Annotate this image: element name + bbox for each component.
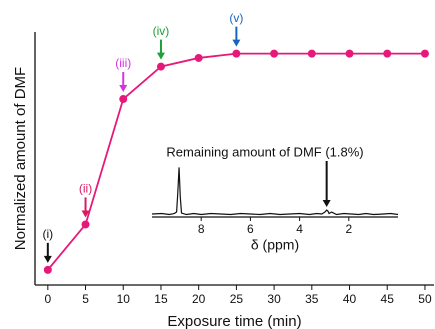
- x-tick-label: 30: [267, 292, 281, 306]
- annotation-arrow-head: [119, 85, 128, 93]
- x-tick-label: 5: [82, 292, 89, 306]
- data-point: [119, 95, 128, 104]
- data-line: [47, 52, 425, 271]
- x-tick-label: 45: [381, 292, 395, 306]
- data-point: [156, 62, 165, 71]
- data-point: [270, 49, 279, 58]
- inset-x-tick-label: 4: [296, 222, 303, 236]
- inset-annotation: Remaining amount of DMF (1.8%): [166, 144, 363, 159]
- annotation-label: (i): [42, 227, 53, 241]
- inset-x-tick-label: 6: [247, 222, 254, 236]
- inset-x-tick-label: 8: [198, 222, 205, 236]
- x-axis-label: Exposure time (min): [167, 313, 301, 329]
- data-point: [232, 49, 241, 58]
- x-tick-label: 35: [305, 292, 319, 306]
- annotation-label: (iii): [115, 56, 131, 70]
- x-tick-label: 10: [117, 292, 131, 306]
- x-tick-label: 25: [230, 292, 244, 306]
- annotation-arrow-head: [81, 210, 90, 218]
- x-tick-label: 20: [192, 292, 206, 306]
- annotation-label: (v): [229, 11, 243, 25]
- x-tick-label: 15: [154, 292, 168, 306]
- y-axis-label: Normalized amount of DMF: [12, 67, 29, 250]
- spectrum-line: [151, 167, 399, 216]
- annotation-arrow-head: [43, 255, 52, 263]
- x-tick-label: 40: [343, 292, 357, 306]
- inset-annotation-arrow-head: [322, 200, 331, 207]
- data-point: [420, 49, 429, 58]
- data-point: [194, 53, 203, 62]
- data-point: [383, 49, 392, 58]
- inset-x-axis-label: δ (ppm): [251, 237, 299, 253]
- annotation-arrow-head: [156, 52, 165, 60]
- inset-x-tick-label: 2: [345, 222, 352, 236]
- annotation-label: (ii): [79, 182, 92, 196]
- data-point: [345, 49, 354, 58]
- annotation-arrow-head: [232, 39, 241, 47]
- annotation-label: (iv): [153, 24, 170, 38]
- data-point: [81, 220, 90, 229]
- data-point: [43, 265, 52, 274]
- data-point: [307, 49, 316, 58]
- x-tick-label: 50: [418, 292, 432, 306]
- x-tick-label: 0: [44, 292, 51, 306]
